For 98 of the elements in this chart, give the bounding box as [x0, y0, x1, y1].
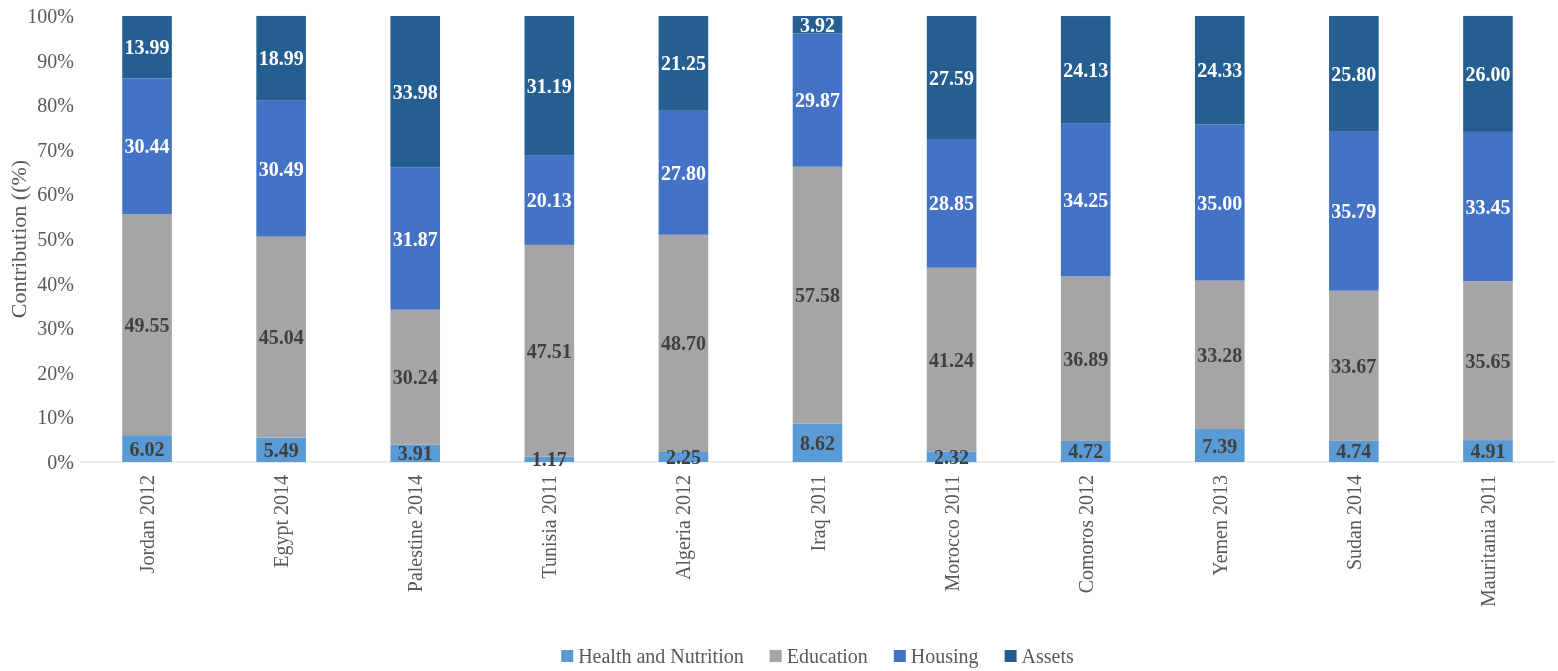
x-tick-label: Palestine 2014: [404, 475, 427, 593]
data-label: 29.87: [795, 89, 840, 112]
bar: [1060, 276, 1111, 441]
bar: [1329, 290, 1379, 441]
legend-label: Housing: [910, 645, 979, 668]
data-label: 31.87: [392, 227, 438, 250]
legend-label: Health and Nutrition: [578, 645, 744, 667]
bar: [256, 236, 306, 438]
data-label: 34.25: [1063, 189, 1109, 212]
y-tick-label: 0%: [47, 450, 74, 473]
data-label: 7.39: [1202, 434, 1238, 457]
data-label: 27.59: [929, 66, 975, 89]
bar: [1194, 124, 1245, 281]
y-tick-label: 60%: [37, 183, 74, 206]
bar: [524, 155, 575, 245]
bar: [390, 167, 441, 310]
y-tick-label: 40%: [37, 272, 74, 295]
y-tick-label: 30%: [37, 317, 74, 340]
bar: [390, 16, 441, 168]
data-label: 30.49: [258, 157, 304, 180]
bar: [1463, 281, 1513, 441]
x-tick-label: Mauritania 2011: [1476, 475, 1499, 608]
data-label: 33.28: [1197, 343, 1243, 366]
data-label: 4.74: [1336, 440, 1372, 463]
bar: [1060, 16, 1111, 124]
x-tick-label: Sudan 2014: [1342, 475, 1365, 570]
x-tick-label: Morocco 2011: [940, 475, 963, 592]
bar: [658, 110, 709, 235]
x-tick-label: Comoros 2012: [1074, 475, 1097, 594]
y-tick-label: 50%: [37, 227, 74, 250]
data-label: 24.33: [1197, 59, 1243, 82]
data-label: 31.19: [526, 74, 572, 97]
y-tick-label: 10%: [37, 406, 74, 429]
bar: [792, 33, 843, 167]
bar: [256, 15, 306, 101]
data-label: 4.91: [1470, 440, 1506, 463]
data-label: 24.13: [1063, 58, 1109, 81]
bar: [256, 100, 306, 237]
data-label: 18.99: [258, 47, 304, 70]
bar: [926, 16, 977, 140]
legend-label: Education: [786, 645, 868, 667]
y-tick-label: 100%: [27, 4, 74, 27]
data-label: 35.00: [1197, 191, 1243, 214]
data-label: 4.72: [1068, 440, 1104, 463]
bar: [926, 139, 977, 268]
data-label: 48.70: [660, 332, 706, 355]
bar: [122, 78, 172, 215]
y-tick-label: 80%: [37, 94, 74, 117]
data-label: 57.58: [795, 284, 840, 307]
data-label: 45.04: [258, 326, 304, 349]
x-tick-label: Algeria 2012: [672, 475, 696, 580]
bar: [926, 267, 977, 452]
data-label: 5.49: [263, 438, 299, 461]
data-label: 25.80: [1331, 62, 1377, 85]
data-label: 20.13: [526, 189, 572, 211]
data-label: 47.51: [526, 339, 572, 362]
data-label: 33.67: [1331, 354, 1377, 377]
bar: [390, 309, 441, 445]
y-tick-label: 70%: [37, 138, 74, 161]
data-label: 8.62: [800, 431, 835, 454]
x-tick-label: Tunisia 2011: [538, 475, 561, 579]
y-axis-title: Contribution ((%): [6, 159, 31, 319]
data-label: 27.80: [660, 161, 706, 184]
bar: [524, 16, 575, 156]
bar: [1463, 15, 1513, 132]
data-label: 30.24: [392, 366, 438, 389]
x-tick-label: Yemen 2013: [1208, 475, 1231, 576]
data-label: 28.85: [929, 192, 975, 215]
data-label: 13.99: [124, 36, 170, 59]
data-label: 30.44: [124, 135, 170, 158]
data-label: 49.55: [124, 313, 170, 336]
data-label: 33.98: [392, 80, 438, 103]
data-label: 35.79: [1331, 199, 1377, 222]
bar: [1194, 280, 1245, 430]
y-tick-label: 20%: [37, 361, 74, 384]
bar: [1060, 123, 1111, 277]
x-tick-label: Egypt 2014: [270, 475, 294, 568]
bar: [1329, 131, 1379, 291]
data-label: 21.25: [660, 52, 706, 75]
bar: [658, 16, 709, 111]
x-tick-label: Jordan 2012: [136, 475, 159, 574]
data-label: 36.89: [1063, 347, 1109, 370]
data-label: 41.24: [929, 348, 975, 371]
data-label: 26.00: [1465, 62, 1511, 85]
bar: [792, 166, 843, 424]
data-label: 6.02: [129, 437, 165, 460]
data-label: 33.45: [1465, 195, 1511, 218]
bar: [122, 214, 172, 436]
bar: [1194, 16, 1245, 125]
x-tick-label: Iraq 2011: [806, 475, 830, 552]
y-tick-label: 90%: [37, 49, 74, 72]
data-label: 35.65: [1465, 349, 1511, 372]
bar: [1463, 131, 1513, 282]
bar: [658, 234, 709, 452]
data-label: 3.92: [800, 13, 835, 36]
bar: [1329, 16, 1379, 132]
legend-label: Assets: [1021, 645, 1075, 667]
data-label: 3.91: [397, 442, 433, 465]
